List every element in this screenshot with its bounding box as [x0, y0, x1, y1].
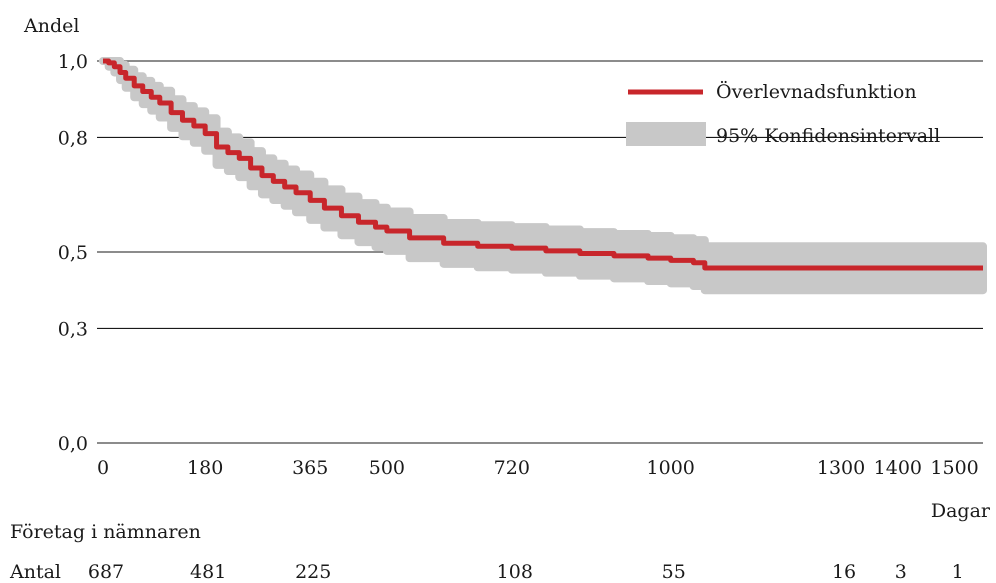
survival-line — [103, 58, 983, 271]
risk-table-value: 687 — [88, 561, 124, 583]
x-tick-label: 1400 — [874, 457, 922, 479]
x-tick-label: 1000 — [647, 457, 695, 479]
x-tick-label: 1300 — [817, 457, 865, 479]
risk-table-heading: Företag i nämnaren — [10, 521, 201, 543]
risk-table-value: 1 — [952, 561, 964, 583]
x-tick-label: 0 — [97, 457, 109, 479]
x-tick-label: 365 — [292, 457, 328, 479]
y-tick-label: 0,8 — [58, 127, 88, 149]
x-axis-label: Dagar — [931, 500, 991, 522]
y-axis-label: Andel — [23, 15, 79, 37]
legend-band-swatch — [626, 122, 706, 146]
x-tick-label: 1500 — [930, 457, 978, 479]
y-tick-label: 0,5 — [58, 242, 88, 264]
y-tick-labels: 0,0 0,3 0,5 0,8 1,0 — [58, 51, 88, 455]
risk-table-values: 687 481 225 108 55 16 3 1 — [88, 561, 964, 583]
legend-label-survival: Överlevnadsfunktion — [716, 80, 917, 103]
x-tick-label: 720 — [494, 457, 530, 479]
risk-table-value: 481 — [190, 561, 226, 583]
y-tick-label: 0,0 — [58, 433, 88, 455]
risk-table-row-label: Antal — [9, 561, 61, 583]
survival-line-layer — [103, 58, 983, 271]
legend-label-confidence: 95% Konfidensintervall — [716, 125, 940, 147]
risk-table-value: 55 — [662, 561, 686, 583]
legend: Överlevnadsfunktion 95% Konfidensinterva… — [626, 80, 940, 147]
risk-table-value: 108 — [497, 561, 533, 583]
x-tick-label: 180 — [187, 457, 223, 479]
risk-table-value: 3 — [895, 561, 907, 583]
x-tick-labels: 0 180 365 500 720 1000 1300 1400 1500 — [97, 457, 979, 479]
y-tick-label: 1,0 — [58, 51, 88, 73]
risk-table-value: 16 — [832, 561, 856, 583]
y-tick-label: 0,3 — [58, 318, 88, 340]
risk-table-value: 225 — [295, 561, 331, 583]
x-tick-label: 500 — [369, 457, 405, 479]
